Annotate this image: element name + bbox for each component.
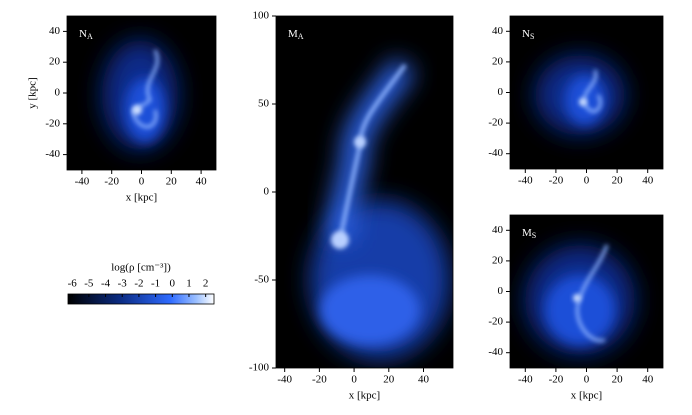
y-tick-label: 40	[492, 224, 504, 236]
y-tick-label: 0	[498, 86, 504, 98]
colorbar-tick-label: 0	[170, 278, 176, 290]
x-tick-label: -20	[549, 374, 564, 386]
panel-title-sub: S	[532, 231, 536, 240]
x-axis-label: x [kpc]	[349, 390, 380, 402]
colorbar	[67, 293, 215, 305]
y-tick-label: 0	[264, 186, 270, 198]
x-tick-label: -40	[277, 374, 292, 386]
panel-title: NS	[522, 28, 534, 41]
x-tick-label: 40	[642, 175, 654, 187]
y-tick-label: 100	[253, 10, 270, 22]
x-tick-label: 40	[642, 374, 654, 386]
colorbar-tick-label: -5	[84, 278, 94, 290]
x-tick-label: -40	[75, 176, 90, 188]
density-map	[67, 16, 663, 368]
x-tick-label: 40	[418, 374, 430, 386]
panel-title-sub: A	[87, 32, 93, 41]
x-tick-label: 40	[196, 176, 208, 188]
panel-title-main: N	[522, 28, 530, 40]
x-tick-label: -40	[518, 374, 533, 386]
x-tick-label: 0	[584, 374, 590, 386]
y-tick-label: 20	[492, 254, 504, 266]
colorbar-tick-label: -4	[101, 278, 111, 290]
x-tick-label: 20	[612, 374, 624, 386]
y-tick-label: -50	[254, 274, 269, 286]
y-tick-label: -40	[488, 346, 503, 358]
colorbar-tick-label: -2	[134, 278, 143, 290]
colorbar-tick-label: -3	[118, 278, 128, 290]
x-tick-label: -20	[549, 175, 564, 187]
panel-title-main: N	[79, 28, 87, 40]
y-tick-label: 40	[492, 25, 504, 37]
y-tick-label: 40	[49, 25, 61, 37]
y-tick-label: -40	[45, 148, 60, 160]
y-tick-label: -100	[249, 362, 270, 374]
colorbar-tick-label: 2	[203, 278, 209, 290]
panel-title: NA	[79, 28, 93, 41]
y-axis-label: y [kpc]	[27, 77, 39, 108]
x-tick-label: 20	[166, 176, 178, 188]
x-tick-label: 0	[584, 175, 590, 187]
panel-title-sub: S	[530, 32, 534, 41]
colorbar-tick-label: -1	[151, 278, 160, 290]
colorbar-tick-label: -6	[68, 278, 78, 290]
x-axis-label: x [kpc]	[571, 390, 602, 402]
colorbar-tick-label: 1	[186, 278, 192, 290]
y-tick-label: 20	[49, 56, 61, 68]
panel-title-main: M	[522, 227, 532, 239]
y-tick-label: 0	[55, 87, 61, 99]
y-tick-label: -20	[488, 117, 503, 129]
y-tick-label: 0	[498, 285, 504, 297]
panel-title-main: M	[288, 28, 298, 40]
x-tick-label: -20	[104, 176, 119, 188]
colorbar-label: log(ρ [cm⁻³])	[111, 262, 171, 274]
x-tick-label: 20	[383, 374, 395, 386]
x-tick-label: 0	[351, 374, 357, 386]
y-tick-label: -40	[488, 147, 503, 159]
y-tick-label: 20	[492, 55, 504, 67]
x-tick-label: -20	[312, 374, 327, 386]
x-axis-label: x [kpc]	[126, 192, 157, 204]
y-tick-label: 50	[258, 98, 270, 110]
x-tick-label: 0	[139, 176, 145, 188]
x-tick-label: 20	[612, 175, 624, 187]
panel-title: MS	[522, 227, 536, 240]
panel-title: MA	[288, 28, 304, 41]
panel-title-sub: A	[298, 32, 304, 41]
y-tick-label: -20	[488, 316, 503, 328]
y-tick-label: -20	[45, 117, 60, 129]
x-tick-label: -40	[518, 175, 533, 187]
